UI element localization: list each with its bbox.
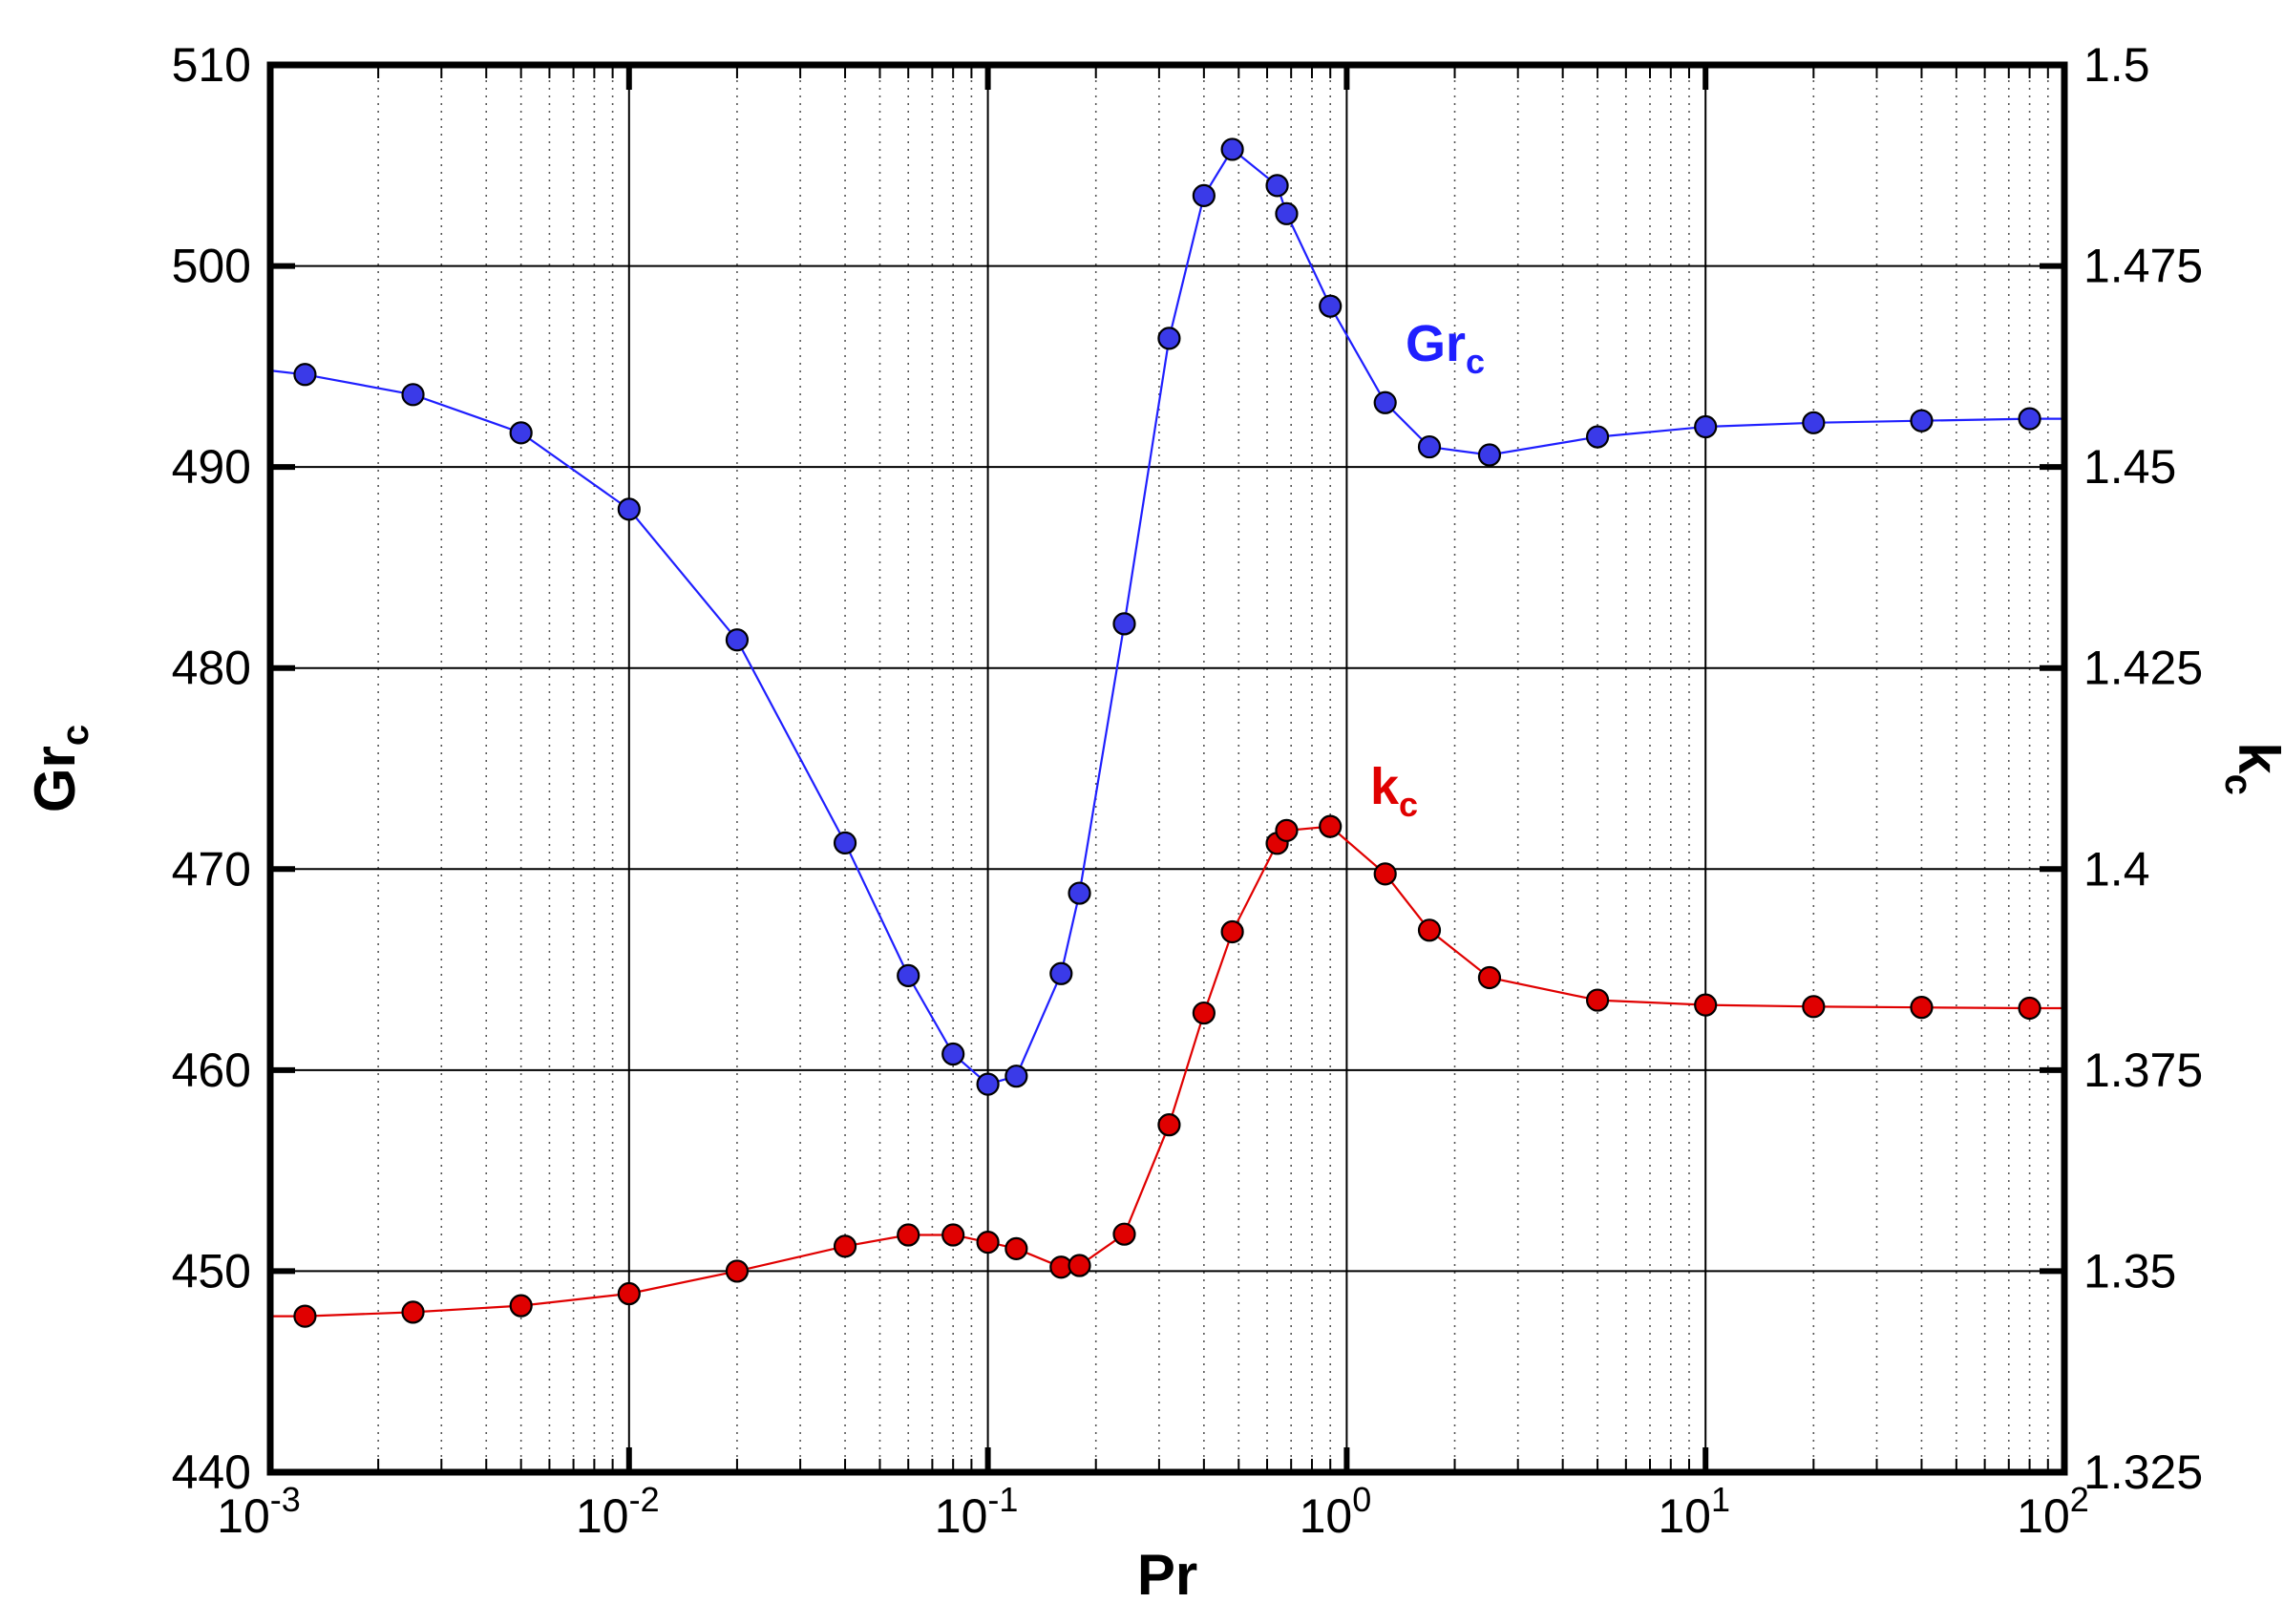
series-line-1 xyxy=(270,825,2064,1318)
y-right-tick-label: 1.35 xyxy=(2083,1244,2176,1297)
y-right-tick-label: 1.5 xyxy=(2083,38,2150,92)
y-left-tick-label: 510 xyxy=(172,38,251,92)
y-left-tick-label: 440 xyxy=(172,1445,251,1499)
data-point-0 xyxy=(1417,434,1442,459)
data-point-0 xyxy=(1112,612,1136,636)
data-point-0 xyxy=(941,1042,965,1066)
x-tick-label: 101 xyxy=(1658,1480,1730,1543)
plot-frame xyxy=(266,61,2068,1476)
data-point-1 xyxy=(1694,993,1718,1017)
labels-layer: 10-3 10-2 10-1 100 101 102 440 450 460 470 480 490 5… xyxy=(23,38,2284,1607)
data-point-1 xyxy=(941,1223,965,1247)
data-point-0 xyxy=(1694,414,1718,439)
data-point-1 xyxy=(1068,1254,1091,1277)
data-point-0 xyxy=(976,1072,1000,1096)
data-point-1 xyxy=(833,1234,857,1258)
data-point-0 xyxy=(1192,183,1216,207)
data-point-0 xyxy=(617,497,641,521)
x-tick-label: 10-2 xyxy=(576,1480,660,1543)
series-layer xyxy=(269,137,2064,1328)
x-tick-label: 102 xyxy=(2017,1480,2089,1543)
data-point-0 xyxy=(509,421,533,445)
data-point-0 xyxy=(1068,881,1091,905)
y-right-tick-label: 1.45 xyxy=(2083,440,2176,494)
data-point-0 xyxy=(725,628,750,652)
data-point-1 xyxy=(1477,965,1502,990)
data-point-0 xyxy=(1265,174,1289,198)
ticks-layer xyxy=(267,62,2067,1475)
data-point-1 xyxy=(2018,996,2041,1021)
data-point-1 xyxy=(1005,1236,1028,1260)
data-point-0 xyxy=(1477,443,1502,467)
grid-layer xyxy=(270,65,2064,1472)
y-right-axis-title: kc xyxy=(2217,742,2284,795)
data-point-0 xyxy=(1157,327,1181,350)
y-left-tick-label: 470 xyxy=(172,842,251,896)
data-point-0 xyxy=(1275,201,1299,225)
y-right-tick-label: 1.475 xyxy=(2083,240,2203,293)
data-point-1 xyxy=(1417,918,1442,942)
data-point-0 xyxy=(897,963,920,987)
data-point-1 xyxy=(1373,862,1397,886)
series-label-1: kc xyxy=(1370,758,1418,824)
y-left-tick-label: 480 xyxy=(172,642,251,695)
data-point-0 xyxy=(1049,961,1073,985)
data-point-1 xyxy=(1802,995,1826,1019)
data-point-0 xyxy=(1220,137,1244,161)
data-point-1 xyxy=(293,1304,317,1328)
data-point-0 xyxy=(1373,390,1397,414)
data-point-1 xyxy=(1585,988,1610,1012)
data-point-0 xyxy=(1910,409,1934,432)
data-point-1 xyxy=(1275,818,1299,842)
data-point-1 xyxy=(509,1294,533,1318)
x-tick-label: 100 xyxy=(1300,1480,1372,1543)
data-point-0 xyxy=(2018,407,2041,431)
x-tick-label: 10-3 xyxy=(217,1480,301,1543)
y-left-tick-label: 450 xyxy=(172,1244,251,1297)
data-point-1 xyxy=(1319,814,1343,838)
series-line-0 xyxy=(269,147,2064,1086)
data-point-1 xyxy=(617,1281,641,1306)
data-point-0 xyxy=(401,383,425,407)
data-point-0 xyxy=(1802,411,1826,434)
data-point-0 xyxy=(293,363,317,387)
x-tick-label: 10-1 xyxy=(935,1480,1019,1543)
data-point-1 xyxy=(1220,919,1244,944)
data-point-1 xyxy=(976,1231,1000,1255)
y-right-tick-label: 1.425 xyxy=(2083,642,2203,695)
series-label-0: Grc xyxy=(1406,315,1485,381)
data-point-1 xyxy=(1910,996,1934,1020)
data-point-1 xyxy=(1192,1001,1216,1025)
data-point-1 xyxy=(897,1223,920,1247)
y-left-tick-label: 500 xyxy=(172,240,251,293)
data-point-1 xyxy=(1112,1222,1136,1246)
x-axis-title: Pr xyxy=(1137,1543,1197,1607)
data-point-0 xyxy=(1585,425,1610,449)
y-left-tick-label: 460 xyxy=(172,1044,251,1097)
y-left-tick-label: 490 xyxy=(172,440,251,494)
data-point-0 xyxy=(1005,1065,1028,1088)
y-right-tick-label: 1.325 xyxy=(2083,1445,2203,1499)
data-point-0 xyxy=(833,831,857,855)
y-right-tick-label: 1.4 xyxy=(2083,842,2150,896)
data-point-0 xyxy=(1319,294,1343,318)
y-right-tick-label: 1.375 xyxy=(2083,1044,2203,1097)
y-left-axis-title: Grc xyxy=(23,725,96,812)
data-point-1 xyxy=(1157,1113,1181,1137)
data-point-1 xyxy=(725,1259,750,1283)
data-point-1 xyxy=(401,1300,425,1324)
